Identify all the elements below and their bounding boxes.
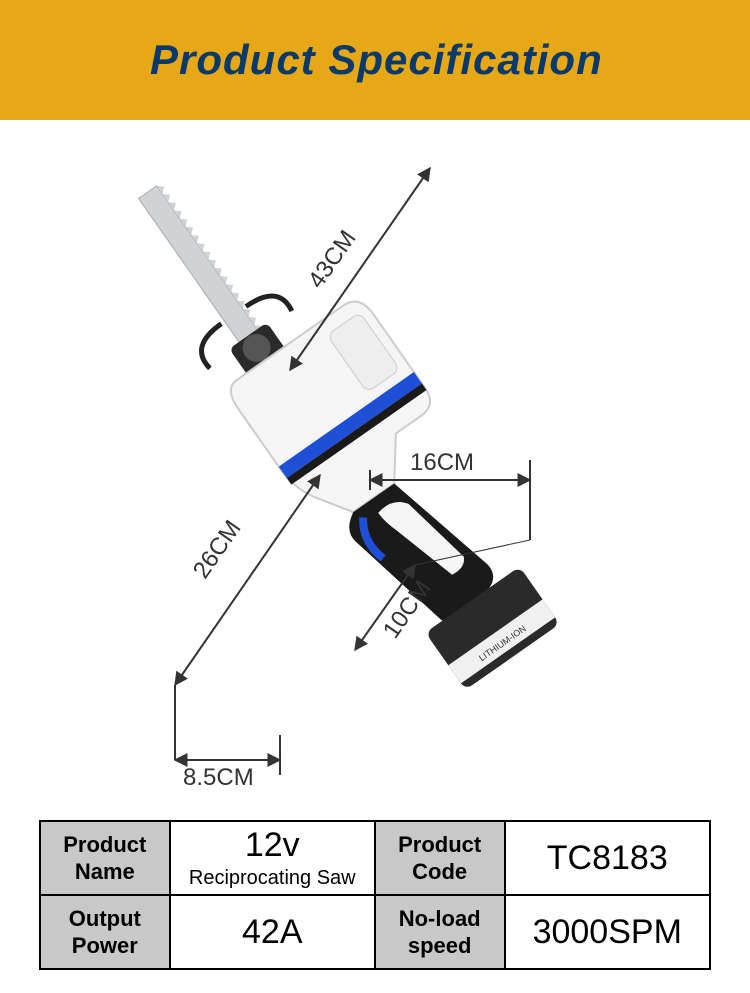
header-band: Product Specification <box>0 0 750 120</box>
product-diagram-area: LITHIUM-ION 43CM 16CM 26CM 10CM 8.5CM <box>0 120 750 820</box>
dim-handle: 26CM <box>188 516 247 584</box>
spec-value-product-name: 12v Reciprocating Saw <box>170 821 375 895</box>
band-top-stripe <box>0 0 750 20</box>
page-title: Product Specification <box>150 36 603 84</box>
spec-label-product-code: ProductCode <box>375 821 505 895</box>
spec-value-output-power: 42A <box>170 895 375 969</box>
spec-label-output-power: OutputPower <box>40 895 170 969</box>
dim-blade: 43CM <box>303 226 362 294</box>
table-row: OutputPower 42A No-loadspeed 3000SPM <box>40 895 710 969</box>
spec-label-product-name: ProductName <box>40 821 170 895</box>
band-bottom-stripe <box>0 100 750 120</box>
product-diagram-svg: LITHIUM-ION 43CM 16CM 26CM 10CM 8.5CM <box>0 120 750 820</box>
dim-battery: 8.5CM <box>183 764 254 791</box>
dim-body-width: 16CM <box>410 449 474 476</box>
table-row: ProductName 12v Reciprocating Saw Produc… <box>40 821 710 895</box>
band-main: Product Specification <box>0 20 750 100</box>
spec-value-product-code: TC8183 <box>505 821 711 895</box>
spec-label-noload-speed: No-loadspeed <box>375 895 505 969</box>
dim-grip: 10CM <box>378 576 437 644</box>
spec-table: ProductName 12v Reciprocating Saw Produc… <box>39 820 711 970</box>
spec-value-noload-speed: 3000SPM <box>505 895 711 969</box>
